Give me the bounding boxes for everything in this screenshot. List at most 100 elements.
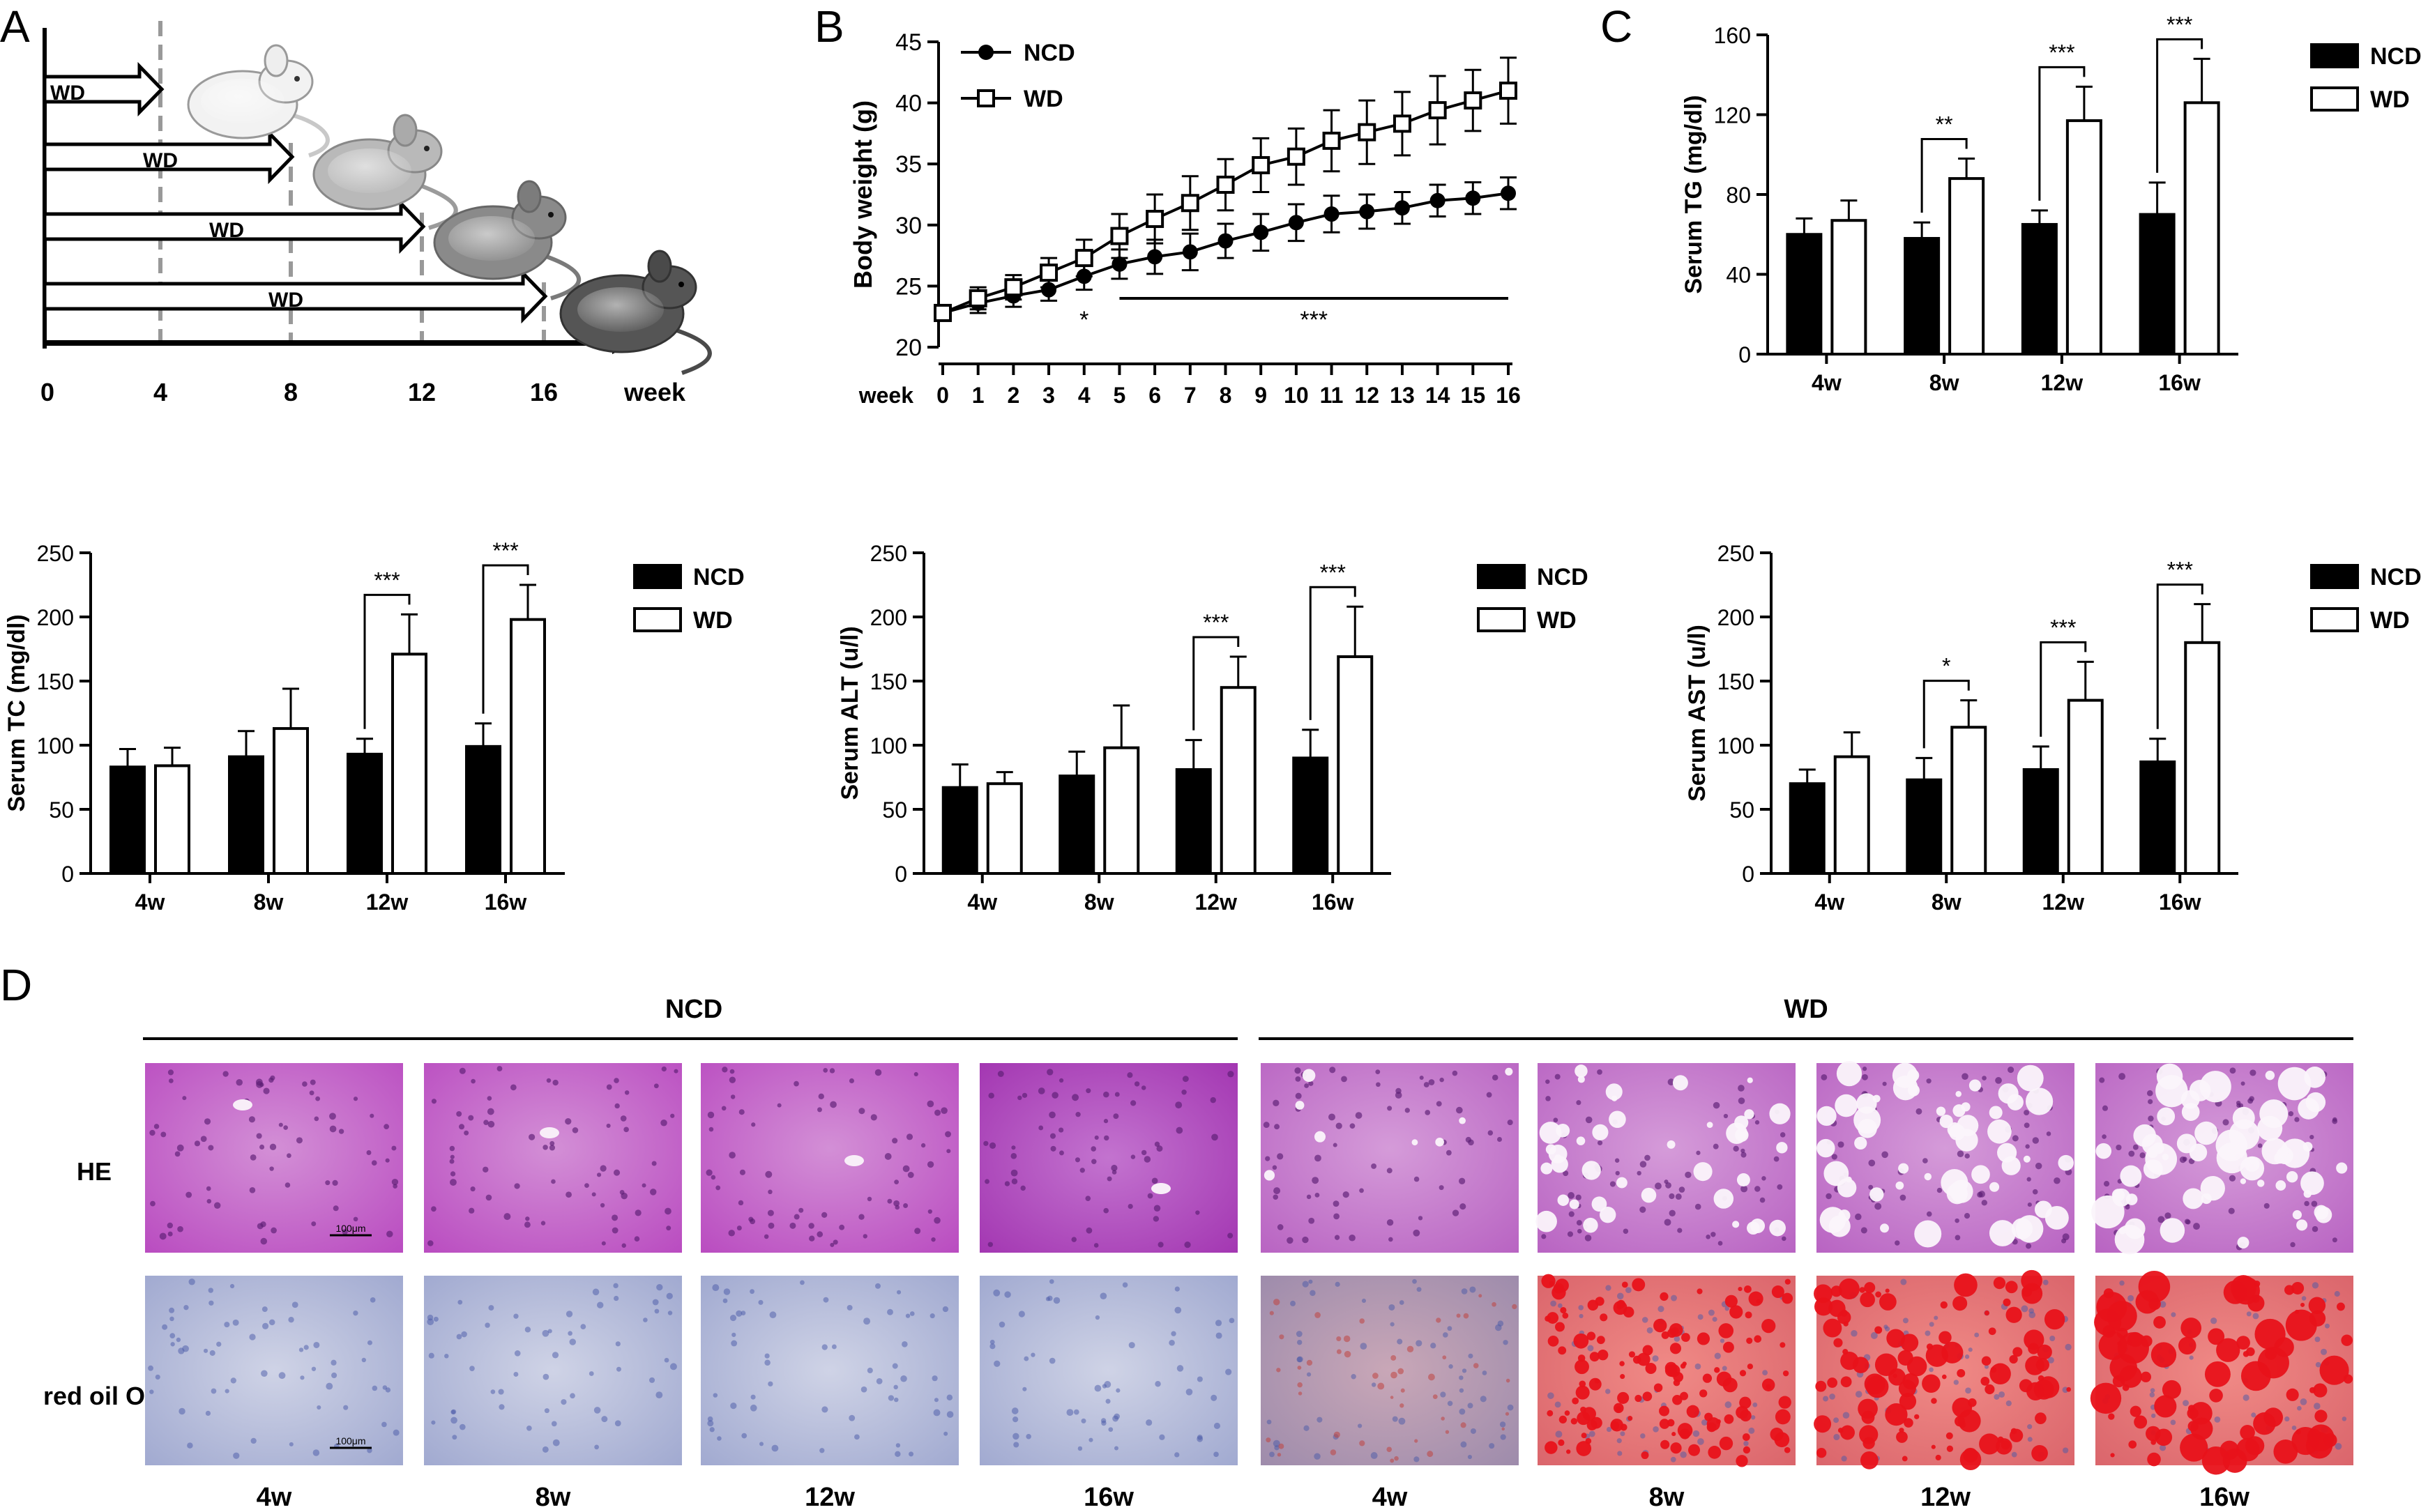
nucleus — [1733, 1145, 1739, 1152]
nucleus — [1397, 1338, 1403, 1345]
nucleus — [2189, 1355, 2194, 1360]
nucleus — [461, 1331, 467, 1338]
lipid-droplet — [2038, 1375, 2044, 1382]
nucleus — [738, 1109, 745, 1115]
column-label: 8w — [536, 1483, 571, 1512]
nucleus — [800, 1280, 805, 1285]
x-tick-label: 8w — [254, 889, 284, 915]
nucleus — [893, 1384, 898, 1390]
nucleus — [875, 1283, 881, 1289]
nucleus — [1639, 1206, 1646, 1213]
significance-bracket — [2038, 66, 2086, 201]
y-tick-label: 250 — [870, 541, 907, 566]
nucleus — [1831, 1154, 1837, 1160]
nucleus — [2240, 1081, 2245, 1086]
nucleus — [1287, 1237, 1293, 1244]
nucleus — [1452, 1070, 1458, 1076]
nucleus — [614, 1420, 621, 1427]
lipid-vacuole — [1713, 1189, 1734, 1209]
x-tick-label: 5 — [1114, 383, 1126, 408]
nucleus — [1111, 1170, 1117, 1175]
oil-tissue — [1261, 1276, 1519, 1465]
nucleus — [278, 1372, 286, 1380]
lipid-droplet — [1645, 1362, 1657, 1374]
nucleus — [1049, 1279, 1054, 1284]
lipid-droplet — [1632, 1278, 1646, 1292]
nucleus — [1053, 1297, 1061, 1304]
nucleus — [1568, 1192, 1575, 1199]
nucleus — [449, 1179, 457, 1186]
lipid-vacuole — [1535, 1210, 1557, 1232]
lipid-droplet — [1899, 1428, 1904, 1433]
nucleus — [2021, 1305, 2028, 1313]
y-tick-label: 0 — [895, 862, 907, 887]
nucleus — [895, 1443, 901, 1448]
nucleus — [887, 1198, 893, 1204]
nucleus — [268, 1319, 275, 1326]
data-point — [1217, 233, 1234, 249]
x-tick-label: 4w — [135, 889, 165, 915]
bar-ncd — [1292, 756, 1329, 876]
y-axis-label: Body weight (g) — [849, 100, 877, 289]
lipid-droplet — [1941, 1374, 1947, 1380]
nucleus — [177, 1225, 183, 1232]
bar-wd — [1103, 746, 1140, 876]
bar-wd — [1337, 655, 1374, 875]
lipid-droplet — [1669, 1323, 1683, 1337]
nucleus — [366, 1150, 372, 1155]
nucleus — [385, 1158, 390, 1163]
nucleus — [160, 1131, 167, 1138]
lipid-vacuole — [1314, 1131, 1326, 1143]
nucleus — [706, 1169, 713, 1176]
legend-swatch — [633, 564, 682, 589]
nucleus — [1010, 1169, 1018, 1177]
legend-swatch — [1477, 564, 1526, 589]
nucleus — [1155, 1381, 1161, 1387]
lipid-droplet — [1575, 1385, 1590, 1400]
nucleus — [931, 1237, 936, 1242]
nucleus — [2116, 1144, 2122, 1151]
nucleus — [993, 1289, 1001, 1297]
significance-label: * — [1942, 654, 1950, 679]
lipid-droplet — [1931, 1444, 1936, 1449]
legend-swatch — [1477, 607, 1526, 632]
data-point — [1146, 210, 1164, 229]
nucleus — [1114, 1446, 1118, 1451]
nucleus — [1579, 1313, 1584, 1319]
x-tick-label: 12w — [2041, 370, 2084, 395]
nucleus — [1171, 1331, 1176, 1336]
bar-wd — [391, 652, 427, 875]
nucleus — [874, 1069, 882, 1076]
lipid-droplet — [2094, 1308, 2122, 1336]
nucleus — [1296, 1331, 1303, 1337]
nucleus — [2314, 1403, 2321, 1410]
nucleus — [1357, 1423, 1363, 1428]
nucleus — [1227, 1071, 1234, 1078]
data-point — [1252, 155, 1270, 174]
bar-wd — [2184, 641, 2221, 875]
lipid-droplet — [1330, 1449, 1337, 1456]
nucleus — [1615, 1170, 1620, 1176]
lipid-droplet — [1276, 1368, 1281, 1373]
lipid-droplet — [1436, 1318, 1441, 1323]
bar-ncd — [2139, 760, 2176, 876]
nucleus — [1641, 1317, 1648, 1323]
bar-ncd — [109, 765, 146, 876]
nucleus — [1038, 1125, 1044, 1131]
nucleus — [854, 1434, 860, 1440]
nucleus — [1017, 1095, 1022, 1101]
nucleus — [1605, 1389, 1611, 1394]
data-point — [1075, 249, 1093, 268]
lipid-droplet — [2187, 1421, 2199, 1432]
legend-label: WD — [1024, 86, 1063, 112]
lipid-vacuole — [1591, 1196, 1607, 1212]
lipid-droplet — [1985, 1384, 1995, 1395]
y-tick-label: 100 — [37, 733, 74, 758]
lipid-vacuole — [2162, 1153, 2169, 1161]
nucleus — [1297, 1356, 1303, 1363]
y-tick-label: 50 — [882, 797, 907, 823]
lipid-droplet — [1620, 1374, 1625, 1380]
nucleus — [809, 1235, 815, 1242]
mouse-illustration-4w — [187, 44, 330, 158]
nucleus — [580, 1324, 586, 1330]
